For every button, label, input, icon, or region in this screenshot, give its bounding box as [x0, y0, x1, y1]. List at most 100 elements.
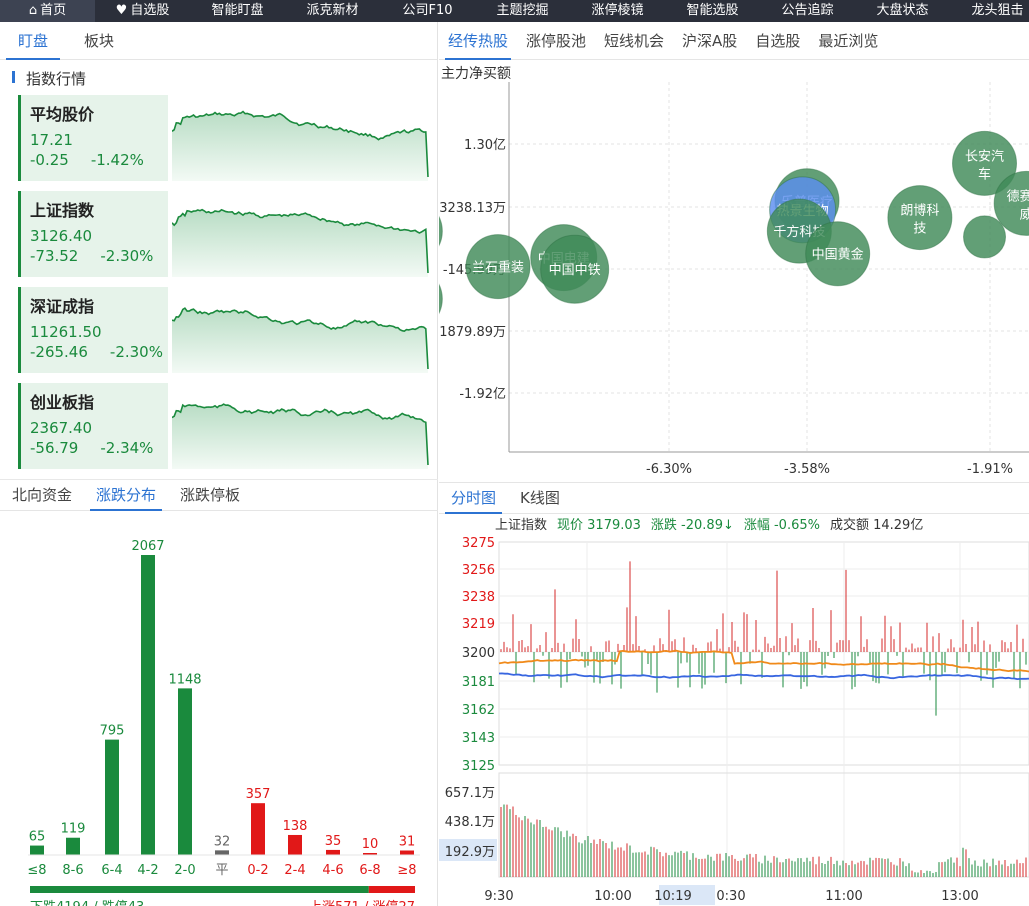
stock-tab-4[interactable]: 自选股: [755, 32, 801, 50]
stock-bubble[interactable]: [993, 170, 1029, 236]
nav-item-label: 智能盯盘: [211, 3, 264, 18]
dist-bar: [66, 837, 80, 855]
dist-bar-value: 32: [214, 834, 231, 849]
stock-bubble[interactable]: [465, 234, 531, 300]
index-change: -265.46: [30, 343, 88, 361]
index-change-pct: -2.34%: [100, 439, 154, 457]
left-panel: 盯盘 板块 指数行情 平均股价 17.21 -0.25 -1.42% 上证指数 3126.…: [0, 22, 438, 906]
nav-item-label: 涨停棱镜: [591, 3, 644, 18]
stock-bubble[interactable]: [540, 234, 610, 304]
stock-bubble-label-line2: 威: [1020, 207, 1029, 222]
dist-bar-value: 138: [283, 819, 308, 834]
intraday-xtick: 0:30: [716, 889, 745, 904]
dist-bar-value: 10: [362, 837, 379, 852]
index-card[interactable]: 深证成指 11261.50 -265.46 -2.30%: [18, 287, 168, 373]
intraday-ytick: 3275: [462, 537, 495, 551]
stock-bubble-label: 中国中铁: [549, 263, 601, 278]
tab-kline[interactable]: K线图: [520, 489, 560, 507]
nav-item-7[interactable]: 智能选股: [665, 0, 760, 22]
nav-item-label: 大盘状态: [876, 3, 929, 18]
tab-intraday[interactable]: 分时图: [439, 483, 508, 514]
nav-item-2[interactable]: 智能盯盘: [190, 0, 285, 22]
index-change: -56.79: [30, 439, 79, 457]
nav-item-6[interactable]: 涨停棱镜: [570, 0, 665, 22]
stock-bubble-label: 德赛西: [1007, 188, 1029, 204]
intraday-ytick: 3200: [462, 646, 495, 661]
nav-item-label: 智能选股: [686, 3, 739, 18]
nav-item-label: 首页: [40, 3, 67, 18]
index-change: -73.52: [30, 247, 79, 265]
intraday-ytick: 3256: [462, 563, 495, 578]
dist-bar-value: 357: [246, 787, 271, 802]
bubble-ytick: -1879.89万: [439, 325, 506, 340]
intraday-ytick: 3181: [462, 675, 495, 690]
nav-item-10[interactable]: 龙头狙击: [950, 0, 1029, 22]
intraday-ytick: 3143: [462, 731, 495, 746]
nav-item-9[interactable]: 大盘状态: [855, 0, 950, 22]
index-name: 上证指数: [495, 518, 548, 533]
nav-item-label: 公告追踪: [781, 3, 834, 18]
dist-bar-label: 平: [215, 863, 228, 878]
price-change: 涨跌 -20.89↓: [650, 518, 734, 533]
index-name: 创业板指: [30, 393, 95, 412]
tab-distribution[interactable]: 涨跌分布: [84, 480, 168, 511]
stock-bubble[interactable]: [952, 130, 1018, 196]
nav-item-label: 派克新材: [306, 3, 359, 18]
stock-tab-2[interactable]: 短线机会: [604, 32, 665, 50]
index-name: 上证指数: [30, 201, 95, 220]
turnover: 成交额 14.29亿: [829, 518, 924, 533]
stock-bubble[interactable]: [805, 221, 871, 287]
index-change: -0.25: [30, 151, 69, 169]
top-navigation: ⌂ 首页 ♥ 自选股 智能盯盘 派克新材 公司F10 主题挖掘 涨停棱镜 智能选股 公告追踪 大盘状态…: [0, 0, 1029, 22]
bubble-ylabel: 主力净买额: [441, 66, 511, 82]
left-tabs: 盯盘 板块: [0, 22, 437, 60]
stock-bubble-label-line2: 车: [978, 166, 991, 182]
stock-bubble[interactable]: [963, 215, 1007, 259]
tab-watch[interactable]: 盯盘: [0, 22, 66, 60]
intraday-xtick: 10:00: [594, 889, 631, 904]
right-panel: 经传热股 涨停股池 短线机会 沪深A股 自选股 最近浏览 主力净买额 1.30亿 3238.1…: [439, 22, 1029, 906]
dist-bar: [105, 739, 119, 855]
stock-bubble-label-line2: 技: [913, 222, 926, 237]
bubble-chart: 主力净买额1.30亿3238.13万-145.99万-1879.89万-1.92…: [439, 66, 1029, 477]
nav-item-8[interactable]: 公告追踪: [760, 0, 855, 22]
dist-bar-value: 795: [100, 724, 125, 739]
dist-bar-label: 6-8: [359, 863, 380, 878]
stock-bubble-label: 中国黄金: [812, 247, 864, 263]
index-card[interactable]: 创业板指 2367.40 -56.79 -2.34%: [18, 383, 168, 469]
intraday-ytick: 3238: [462, 590, 495, 605]
down-ratio-bar: [30, 886, 369, 893]
nav-item-0[interactable]: ⌂ 首页: [0, 0, 95, 22]
stock-bubble[interactable]: [887, 185, 953, 251]
tab-northbound[interactable]: 北向资金: [12, 486, 73, 504]
stock-tab-5[interactable]: 最近浏览: [818, 32, 879, 50]
index-price: 2367.40: [30, 419, 93, 437]
nav-item-5[interactable]: 主题挖掘: [475, 0, 570, 22]
stock-tab-0[interactable]: 经传热股: [439, 22, 517, 60]
dist-bar-value: 65: [29, 830, 46, 845]
stock-bubble-label: 兰石重装: [472, 260, 524, 276]
stock-tab-1[interactable]: 涨停股池: [526, 32, 587, 50]
nav-item-4[interactable]: 公司F10: [380, 0, 475, 22]
dist-bar: [326, 849, 340, 855]
dist-bar-value: 35: [325, 834, 342, 849]
index-name: 深证成指: [30, 297, 95, 316]
stock-tab-3[interactable]: 沪深A股: [682, 32, 738, 50]
intraday-ytick: 3219: [462, 617, 495, 632]
bubble-ytick: 3238.13万: [439, 201, 506, 216]
tab-sector[interactable]: 板块: [84, 32, 115, 50]
stock-bubble[interactable]: [439, 267, 443, 331]
dist-bar: [251, 803, 265, 855]
nav-item-1[interactable]: ♥ 自选股: [95, 0, 190, 22]
distribution-chart: 65 ≤8 119 8-6 795 6-4 2067 4-2 1148 2-0 32 平 357 0-2 1…: [27, 539, 420, 906]
bubble-xtick: -6.30%: [646, 462, 692, 477]
tab-limit-board[interactable]: 涨跌停板: [180, 486, 241, 504]
dist-bar-value: 119: [61, 822, 86, 837]
heart-icon: ♥: [115, 3, 128, 18]
index-card[interactable]: 平均股价 17.21 -0.25 -1.42%: [18, 95, 168, 181]
nav-item-3[interactable]: 派克新材: [285, 0, 380, 22]
index-card[interactable]: 上证指数 3126.40 -73.52 -2.30%: [18, 191, 168, 277]
dist-bar: [215, 850, 229, 855]
stock-bubble[interactable]: [439, 199, 443, 263]
dist-bar-label: ≥8: [397, 863, 416, 878]
